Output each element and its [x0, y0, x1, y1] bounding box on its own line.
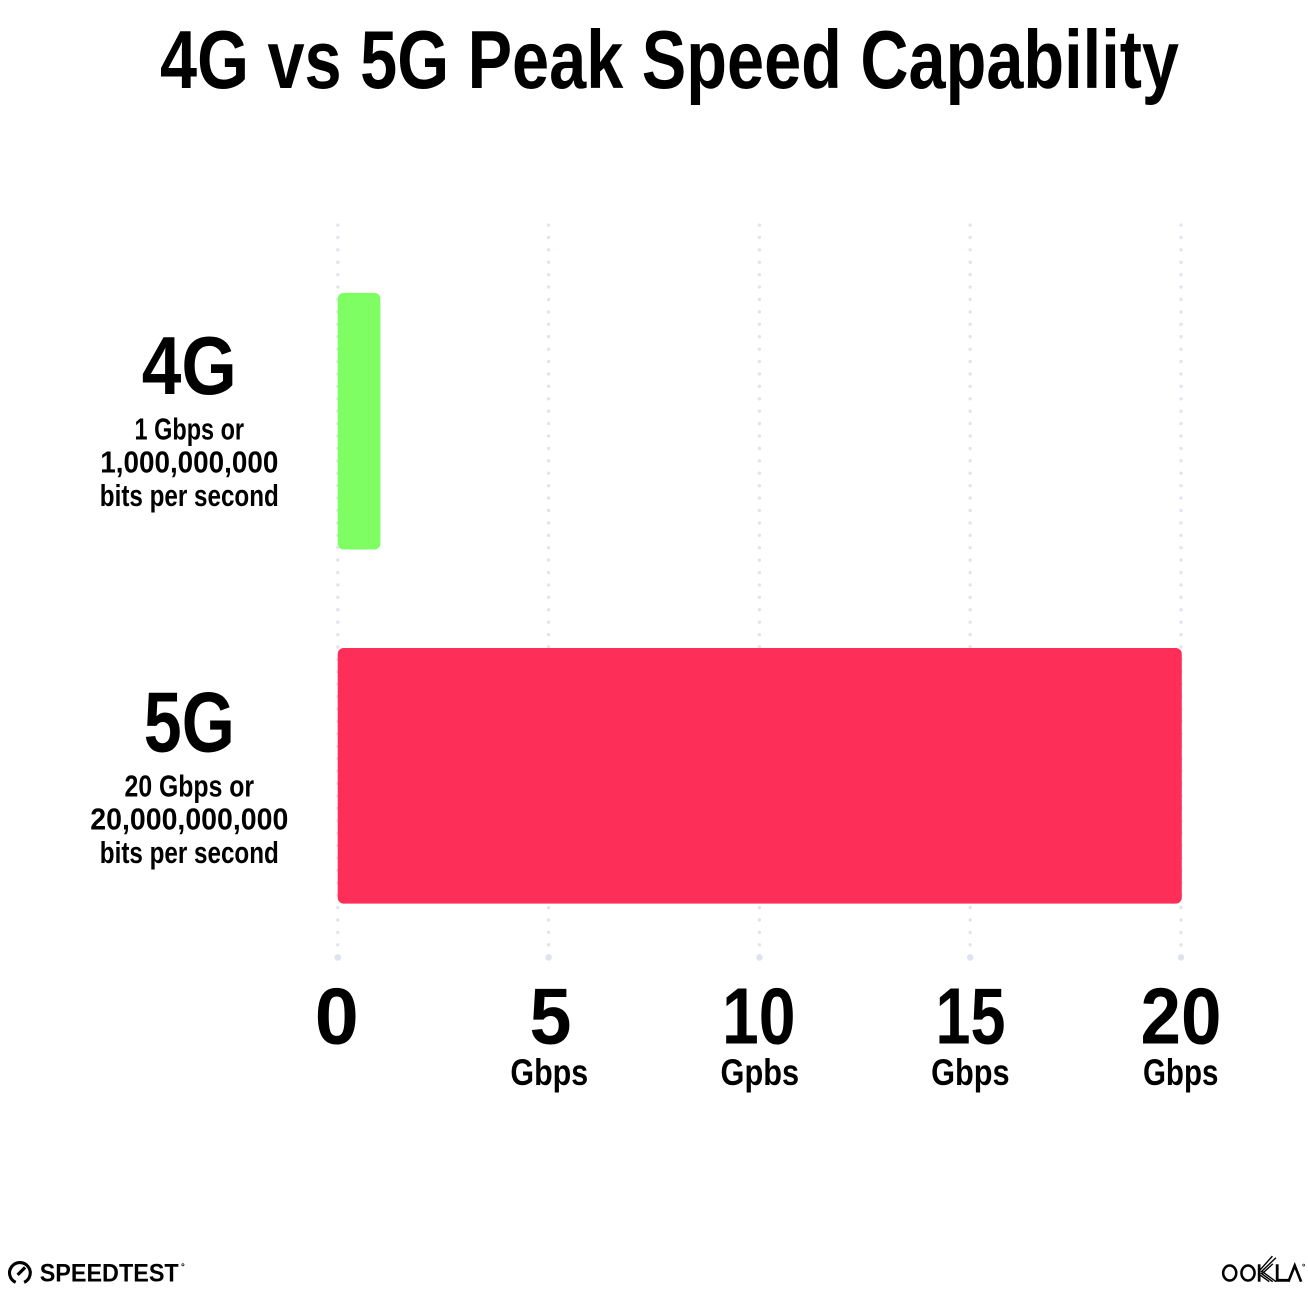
- svg-text:5G: 5G: [144, 676, 235, 771]
- svg-text:Gbps: Gbps: [1143, 1052, 1219, 1093]
- svg-text:20,000,000,000: 20,000,000,000: [90, 802, 288, 837]
- svg-text:20 Gbps or: 20 Gbps or: [125, 769, 255, 804]
- svg-text:4G: 4G: [142, 319, 237, 412]
- svg-text:Gpbs: Gpbs: [721, 1052, 800, 1093]
- svg-text:SPEEDTEST: SPEEDTEST: [40, 1259, 179, 1287]
- svg-text:Gbps: Gbps: [510, 1052, 588, 1093]
- svg-text:1,000,000,000: 1,000,000,000: [100, 445, 278, 480]
- svg-text:4G vs 5G Peak Speed Capability: 4G vs 5G Peak Speed Capability: [160, 13, 1179, 106]
- svg-text:15: 15: [935, 972, 1005, 1061]
- svg-text:20: 20: [1141, 972, 1222, 1061]
- svg-text:1 Gbps or: 1 Gbps or: [135, 411, 245, 446]
- svg-text:5: 5: [530, 972, 572, 1061]
- svg-text:0: 0: [315, 972, 359, 1061]
- svg-text:10: 10: [722, 972, 796, 1061]
- svg-text:bits per second: bits per second: [100, 835, 279, 870]
- svg-text:bits per second: bits per second: [100, 478, 279, 513]
- svg-text:Gbps: Gbps: [931, 1052, 1010, 1093]
